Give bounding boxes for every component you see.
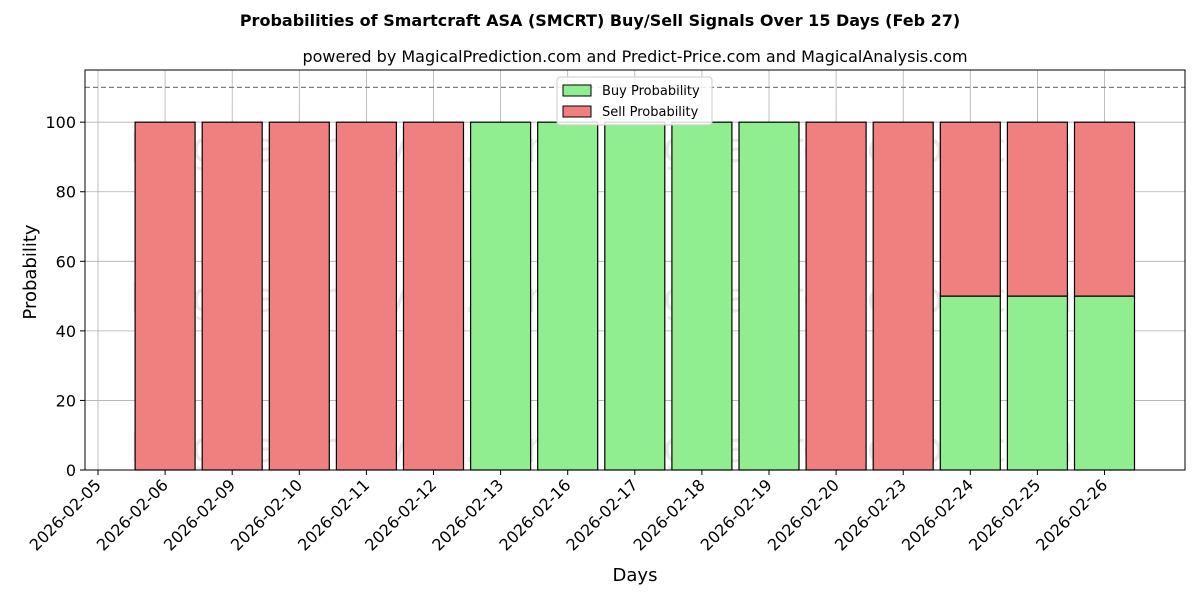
sell-bar	[872, 121, 934, 471]
y-tick-label: 0	[66, 461, 76, 480]
legend-swatch	[562, 105, 592, 118]
x-tick-label: 2026-02-26	[1032, 475, 1111, 554]
buy-bar	[738, 121, 800, 471]
legend-label: Sell Probability	[602, 105, 699, 120]
legend: Buy Probability Sell Probability	[556, 76, 713, 126]
sell-bar	[335, 121, 397, 471]
bar-layer	[134, 121, 1136, 471]
buy-bar	[939, 295, 1001, 471]
legend-label: Buy Probability	[602, 84, 700, 99]
y-tick-label: 20	[56, 391, 76, 410]
buy-bar	[537, 121, 599, 471]
sell-bar	[201, 121, 263, 471]
chart-subtitle: powered by MagicalPrediction.com and Pre…	[302, 47, 967, 66]
buy-bar	[1073, 295, 1136, 471]
buy-bar	[604, 121, 666, 471]
x-axis-label: Days	[613, 565, 658, 586]
y-axis-label: Probability	[20, 224, 41, 319]
buy-bar	[470, 121, 532, 471]
y-tick-label: 60	[56, 252, 76, 271]
y-tick-label: 80	[56, 183, 76, 202]
sell-bar	[1073, 121, 1136, 297]
sell-bar	[939, 121, 1001, 297]
sell-bar	[805, 121, 867, 471]
legend-swatch	[562, 84, 592, 97]
sell-bar	[402, 121, 465, 471]
y-tick-label: 40	[56, 322, 76, 341]
sell-bar	[1006, 121, 1069, 297]
buy-bar	[1006, 295, 1069, 471]
y-tick-label: 100	[45, 113, 76, 132]
sell-bar	[268, 121, 330, 471]
buy-bar	[671, 121, 733, 471]
sell-bar	[134, 121, 196, 471]
legend-box	[556, 76, 713, 126]
chart-title: Probabilities of Smartcraft ASA (SMCRT) …	[240, 11, 960, 30]
